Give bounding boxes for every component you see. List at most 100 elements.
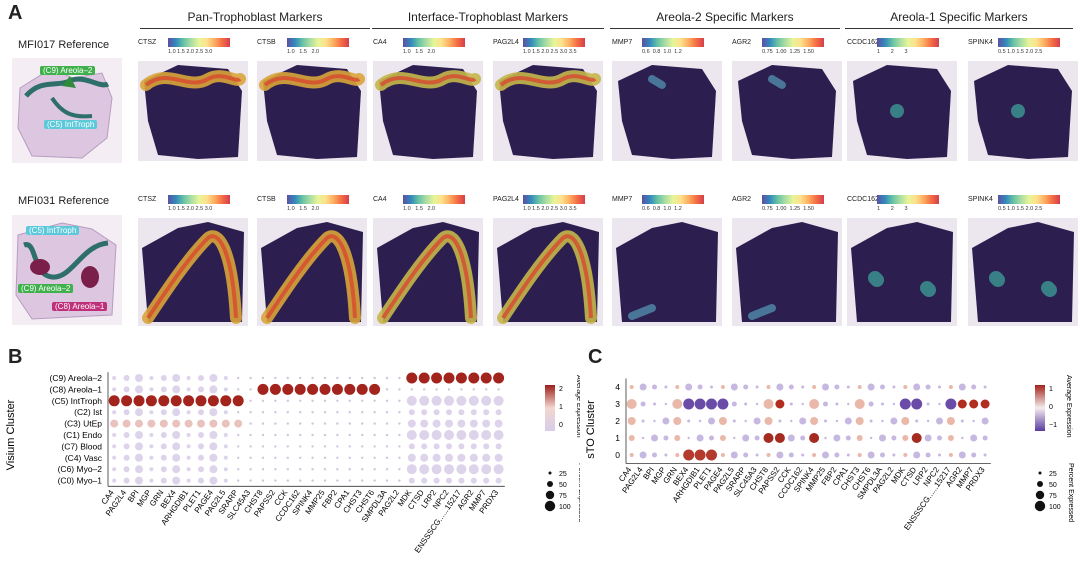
dot — [274, 422, 277, 425]
dot — [470, 477, 477, 484]
dot — [844, 417, 852, 425]
dot — [112, 376, 117, 380]
gene-label: SPINK4 — [968, 39, 993, 46]
dot — [961, 436, 964, 440]
dot — [286, 479, 289, 482]
dot — [435, 388, 438, 391]
dot — [209, 442, 218, 451]
dot — [460, 388, 463, 391]
dot — [911, 433, 922, 443]
legend-pct-tick: 50 — [559, 482, 567, 489]
dot — [857, 453, 862, 457]
spatial-map-expression-core — [265, 234, 357, 320]
dot — [497, 388, 500, 391]
dot — [348, 399, 351, 402]
dot — [776, 383, 784, 391]
dot — [286, 433, 289, 437]
dot — [274, 433, 277, 437]
dot — [869, 436, 873, 440]
dot — [788, 452, 794, 458]
dot — [915, 419, 919, 423]
dot — [764, 417, 773, 425]
dot — [172, 465, 181, 474]
dot — [172, 408, 181, 417]
dot — [628, 435, 635, 441]
gene-label: CCDC162 — [847, 39, 879, 46]
dot — [123, 443, 130, 450]
dot — [286, 422, 289, 425]
dot — [311, 445, 314, 448]
dot — [160, 477, 167, 484]
dot — [373, 411, 376, 414]
dot — [299, 376, 302, 380]
dot — [639, 383, 647, 391]
dot — [249, 376, 252, 380]
dot — [946, 417, 955, 425]
dot — [652, 384, 657, 390]
cluster-tag-inttroph: (C5) IntTroph — [44, 120, 98, 129]
dot — [112, 467, 117, 472]
dot — [149, 433, 154, 437]
dot — [433, 477, 440, 484]
dot — [110, 419, 119, 428]
dot — [720, 385, 725, 389]
dot — [730, 383, 738, 391]
dot — [323, 456, 327, 459]
dot — [694, 449, 706, 461]
dot — [160, 375, 167, 381]
dot — [261, 433, 265, 437]
dot — [812, 453, 817, 457]
colorbar-ticks: 1.0 1.5 2.0 2.5 3.0 — [168, 206, 213, 212]
dot — [307, 383, 319, 395]
dot — [209, 465, 218, 474]
gene-label: CTSZ — [138, 196, 157, 203]
legend-pct-tick: 100 — [1049, 504, 1061, 511]
legend-size-dot — [547, 481, 553, 487]
dot — [447, 388, 451, 391]
dot — [112, 387, 117, 392]
dot — [755, 453, 759, 457]
colorbar — [642, 195, 704, 204]
dot — [892, 402, 896, 406]
spatial-map-expression-band — [748, 304, 776, 320]
dot — [385, 411, 389, 414]
dot — [483, 477, 490, 484]
dot — [261, 468, 265, 471]
dot — [446, 477, 452, 484]
spatial-map-expression-core — [144, 74, 242, 87]
colorbar-ticks: 0.75 1.00 1.25 1.50 — [762, 206, 814, 212]
dot — [361, 468, 364, 471]
dot — [891, 435, 897, 441]
dot — [763, 399, 774, 409]
dot — [766, 453, 771, 457]
gene-label: AGR2 — [732, 196, 752, 203]
colorbar — [762, 195, 824, 204]
dot — [234, 419, 243, 428]
dot — [664, 453, 668, 457]
legend-colorbar — [1035, 385, 1045, 431]
dot — [348, 411, 351, 414]
spatial-map-expression-band — [628, 304, 656, 320]
dot — [926, 402, 930, 406]
dot — [469, 419, 478, 428]
dot — [385, 479, 389, 482]
dot — [485, 388, 488, 391]
dot — [673, 417, 682, 425]
dot — [627, 417, 636, 425]
dot — [755, 402, 759, 406]
dot — [880, 452, 885, 458]
dot — [336, 456, 339, 459]
dot — [261, 456, 265, 459]
dot — [398, 445, 401, 448]
dot — [348, 422, 351, 425]
y-tick-label: 2 — [615, 416, 620, 426]
dot — [274, 399, 277, 402]
dot — [470, 443, 477, 450]
colorbar-ticks: 0.75 1.00 1.25 1.50 — [762, 49, 814, 55]
dot — [323, 433, 327, 437]
dot — [457, 453, 466, 462]
dot — [249, 456, 252, 459]
dot — [172, 374, 181, 382]
dot — [311, 399, 314, 402]
dot — [902, 435, 909, 441]
